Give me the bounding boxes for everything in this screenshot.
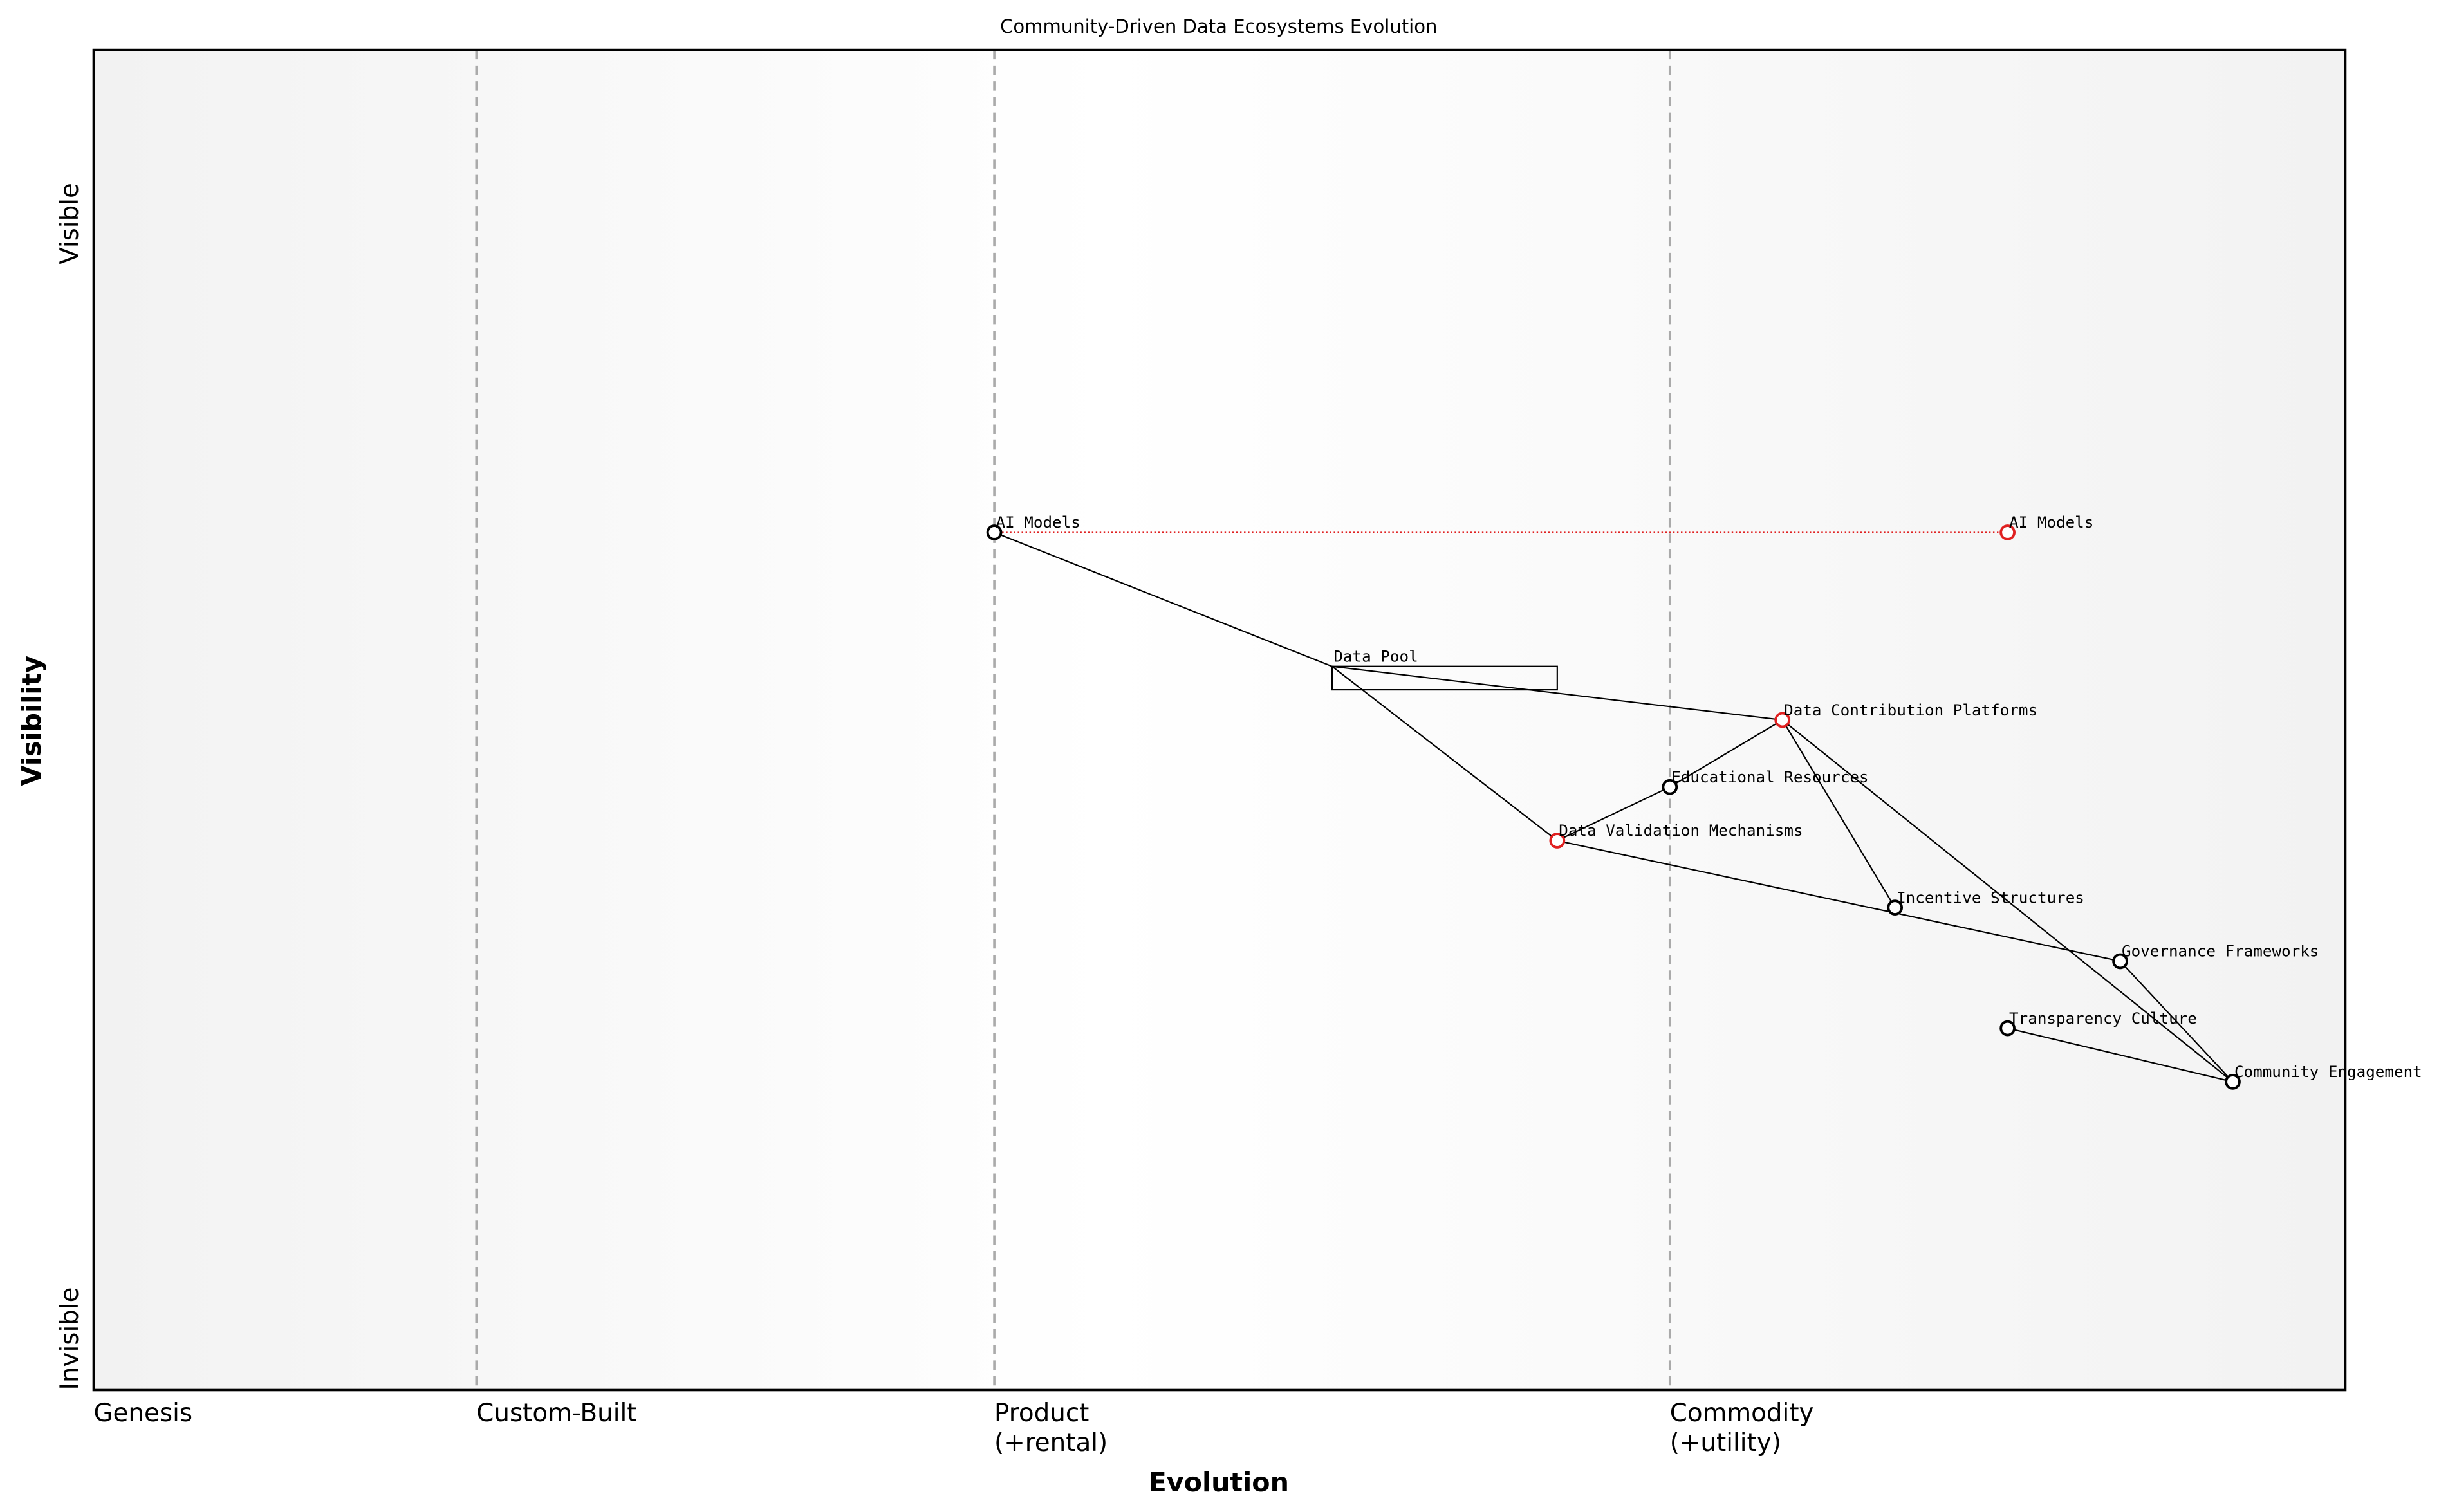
link	[1331, 665, 1558, 842]
component	[1662, 779, 1678, 795]
y-tick-label: Visible	[55, 183, 84, 264]
component-label: Community Engagement	[2234, 1062, 2422, 1081]
component-label: Incentive Structures	[1896, 888, 2084, 907]
link	[2007, 1028, 2233, 1083]
component-label: Data Pool	[1333, 647, 1418, 665]
component-label: Data Contribution Platforms	[1784, 701, 2037, 719]
link	[994, 531, 1333, 667]
component	[2225, 1074, 2241, 1090]
component	[1549, 833, 1566, 849]
component-label: Governance Frameworks	[2122, 942, 2319, 961]
x-tick-label: Product (+rental)	[994, 1397, 1108, 1457]
component-label: Educational Resources	[1671, 768, 1868, 786]
component	[1999, 1020, 2016, 1037]
link	[1669, 719, 1783, 788]
x-tick-label: Custom-Built	[476, 1397, 637, 1428]
y-tick-label: Invisible	[55, 1287, 84, 1390]
component-label: AI Models	[2009, 513, 2093, 531]
link	[1331, 665, 1783, 721]
link	[1557, 786, 1671, 842]
component	[1887, 899, 1904, 916]
plot-frame	[92, 48, 2347, 1392]
component-label: Data Validation Mechanisms	[1559, 821, 1803, 840]
link	[1557, 840, 2120, 963]
component	[1999, 524, 2016, 540]
x-tick-label: Commodity (+utility)	[1669, 1397, 1814, 1457]
x-tick-label: Genesis	[93, 1397, 193, 1428]
chart-title: Community-Driven Data Ecosystems Evoluti…	[1000, 15, 1437, 37]
component	[986, 524, 1003, 540]
y-axis-title: Visibility	[16, 656, 47, 786]
x-axis-title: Evolution	[1149, 1467, 1289, 1498]
component-label: AI Models	[996, 513, 1080, 531]
link	[1782, 719, 2234, 1083]
pipeline	[1331, 665, 1558, 691]
link	[2119, 961, 2234, 1083]
component	[1774, 712, 1791, 728]
component	[2112, 953, 2128, 970]
plot-background	[93, 50, 2346, 1390]
link	[1781, 719, 1896, 908]
component-label: Transparency Culture	[2009, 1009, 2197, 1028]
